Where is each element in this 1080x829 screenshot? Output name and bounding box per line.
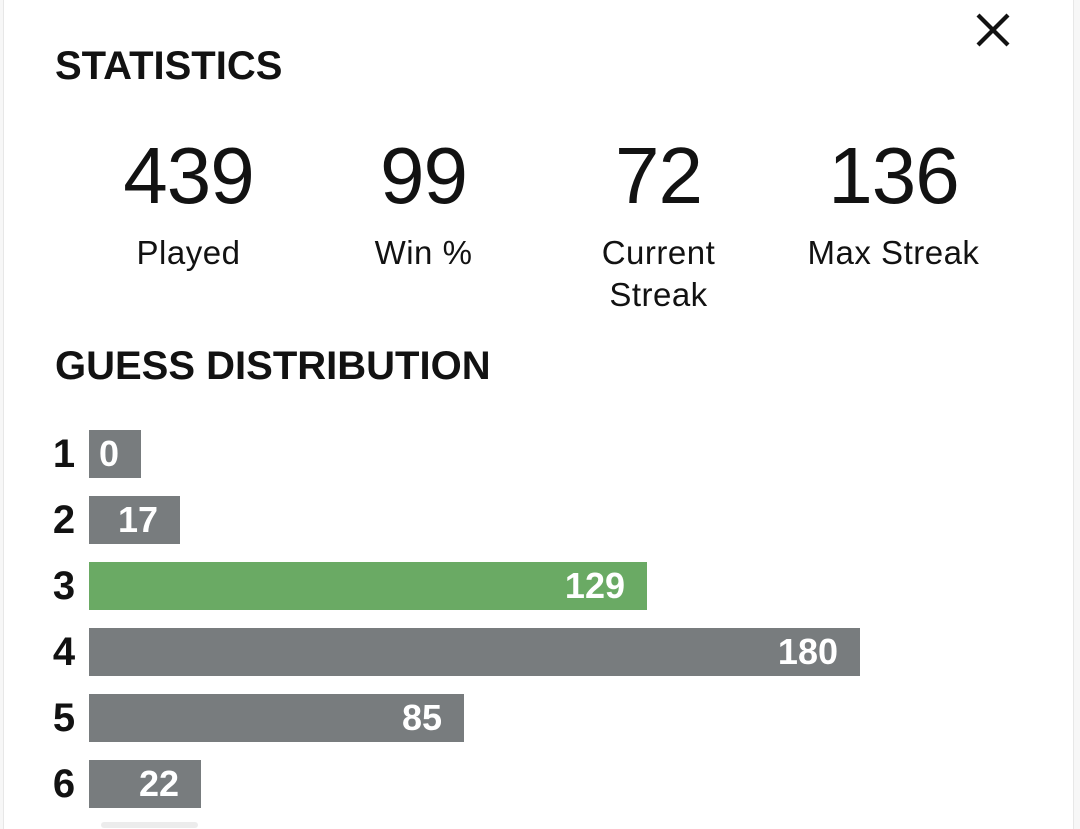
guess-row: 3 129 bbox=[51, 562, 1073, 610]
stat-value: 136 bbox=[828, 131, 959, 220]
guess-row: 6 22 bbox=[51, 760, 1073, 808]
guess-row-label: 4 bbox=[52, 629, 76, 674]
statistics-modal: STATISTICS 439 Played 99 Win % 72 Current Str… bbox=[3, 0, 1074, 829]
stat-item: 99 Win % bbox=[306, 136, 541, 316]
guess-bar: 85 bbox=[89, 694, 464, 742]
guess-row: 5 85 bbox=[51, 694, 1073, 742]
guess-count: 22 bbox=[138, 763, 179, 804]
guess-row-label: 2 bbox=[52, 497, 76, 542]
guess-row-label: 5 bbox=[52, 695, 76, 740]
stat-label: Win % bbox=[374, 234, 473, 271]
stats-row: 439 Played 99 Win % 72 Current Streak 136 Max S… bbox=[71, 136, 1011, 316]
guess-count: 129 bbox=[564, 565, 625, 606]
guess-row: 4 180 bbox=[51, 628, 1073, 676]
guess-count: 85 bbox=[401, 697, 442, 738]
guess-count: 0 bbox=[98, 433, 119, 474]
statistics-title: STATISTICS bbox=[55, 44, 283, 88]
guess-bar: 17 bbox=[89, 496, 180, 544]
stat-value: 439 bbox=[123, 131, 254, 220]
guess-row-label: 6 bbox=[52, 761, 76, 806]
guess-bar: 129 bbox=[89, 562, 647, 610]
guess-row-label: 3 bbox=[52, 563, 76, 608]
stat-label: Current Streak bbox=[601, 234, 716, 313]
guess-count: 17 bbox=[117, 499, 158, 540]
guess-row: 2 17 bbox=[51, 496, 1073, 544]
guess-count: 180 bbox=[777, 631, 838, 672]
guess-bar: 180 bbox=[89, 628, 860, 676]
stat-label: Played bbox=[136, 234, 241, 271]
cutoff-element bbox=[101, 822, 198, 828]
close-button[interactable] bbox=[971, 8, 1015, 52]
stat-label: Max Streak bbox=[807, 234, 980, 271]
stat-item: 72 Current Streak bbox=[541, 136, 776, 316]
guess-bar: 22 bbox=[89, 760, 201, 808]
stat-value: 99 bbox=[380, 131, 468, 220]
guess-distribution-title: GUESS DISTRIBUTION bbox=[55, 344, 491, 388]
guess-row-label: 1 bbox=[52, 431, 76, 476]
stat-value: 72 bbox=[615, 131, 703, 220]
close-icon bbox=[976, 13, 1010, 47]
stat-item: 439 Played bbox=[71, 136, 306, 316]
stat-item: 136 Max Streak bbox=[776, 136, 1011, 316]
guess-distribution-chart: 1 0 2 17 3 129 4 180 5 85 6 22 bbox=[51, 430, 1073, 808]
guess-bar: 0 bbox=[89, 430, 141, 478]
